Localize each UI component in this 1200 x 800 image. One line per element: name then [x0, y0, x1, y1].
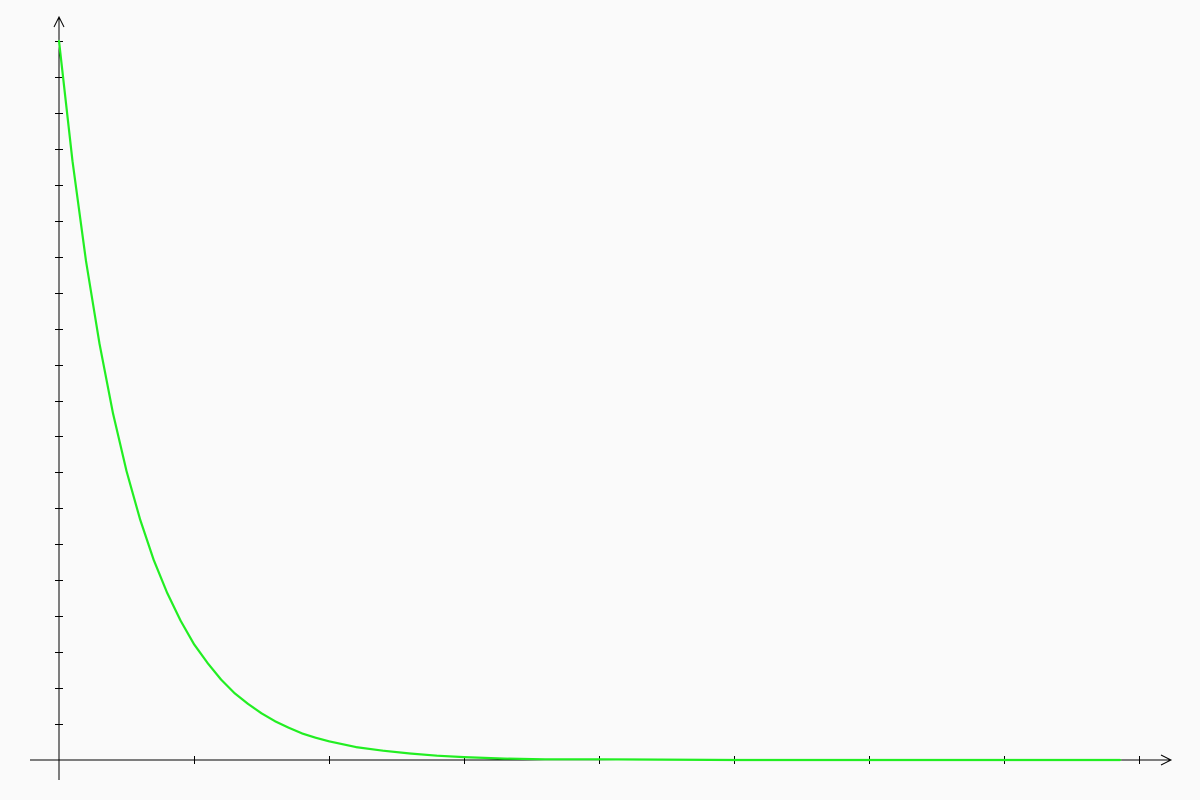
series-group [57, 39, 1122, 762]
axes [30, 15, 1173, 780]
series-line-1 [57, 39, 1122, 762]
x-axis-arrow [1160, 754, 1173, 766]
y-axis-arrow [53, 15, 65, 28]
y-axis-ticks [55, 41, 63, 725]
